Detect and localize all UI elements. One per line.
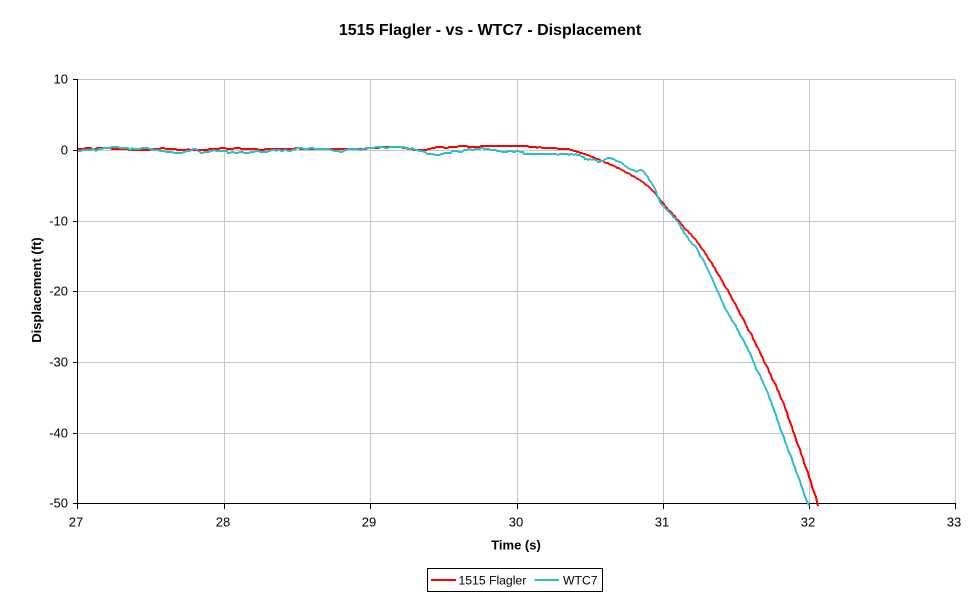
svg-text:-10: -10: [49, 214, 68, 229]
svg-text:1515 Flagler: 1515 Flagler: [459, 574, 527, 588]
svg-text:-40: -40: [49, 426, 68, 441]
svg-text:32: 32: [801, 515, 815, 530]
svg-text:31: 31: [655, 515, 669, 530]
svg-text:-30: -30: [49, 355, 68, 370]
svg-text:Time (s): Time (s): [491, 538, 541, 553]
svg-text:28: 28: [216, 515, 230, 530]
svg-text:1515 Flagler - vs - WTC7 - Dis: 1515 Flagler - vs - WTC7 - Displacement: [339, 22, 642, 39]
svg-text:27: 27: [69, 515, 83, 530]
svg-text:33: 33: [947, 515, 961, 530]
svg-text:30: 30: [509, 515, 523, 530]
svg-text:-20: -20: [49, 284, 68, 299]
svg-text:29: 29: [362, 515, 376, 530]
svg-text:10: 10: [54, 72, 68, 87]
svg-text:Displacement (ft): Displacement (ft): [29, 237, 44, 342]
svg-text:0: 0: [61, 143, 68, 158]
svg-text:WTC7: WTC7: [563, 574, 598, 588]
svg-text:-50: -50: [49, 496, 68, 511]
